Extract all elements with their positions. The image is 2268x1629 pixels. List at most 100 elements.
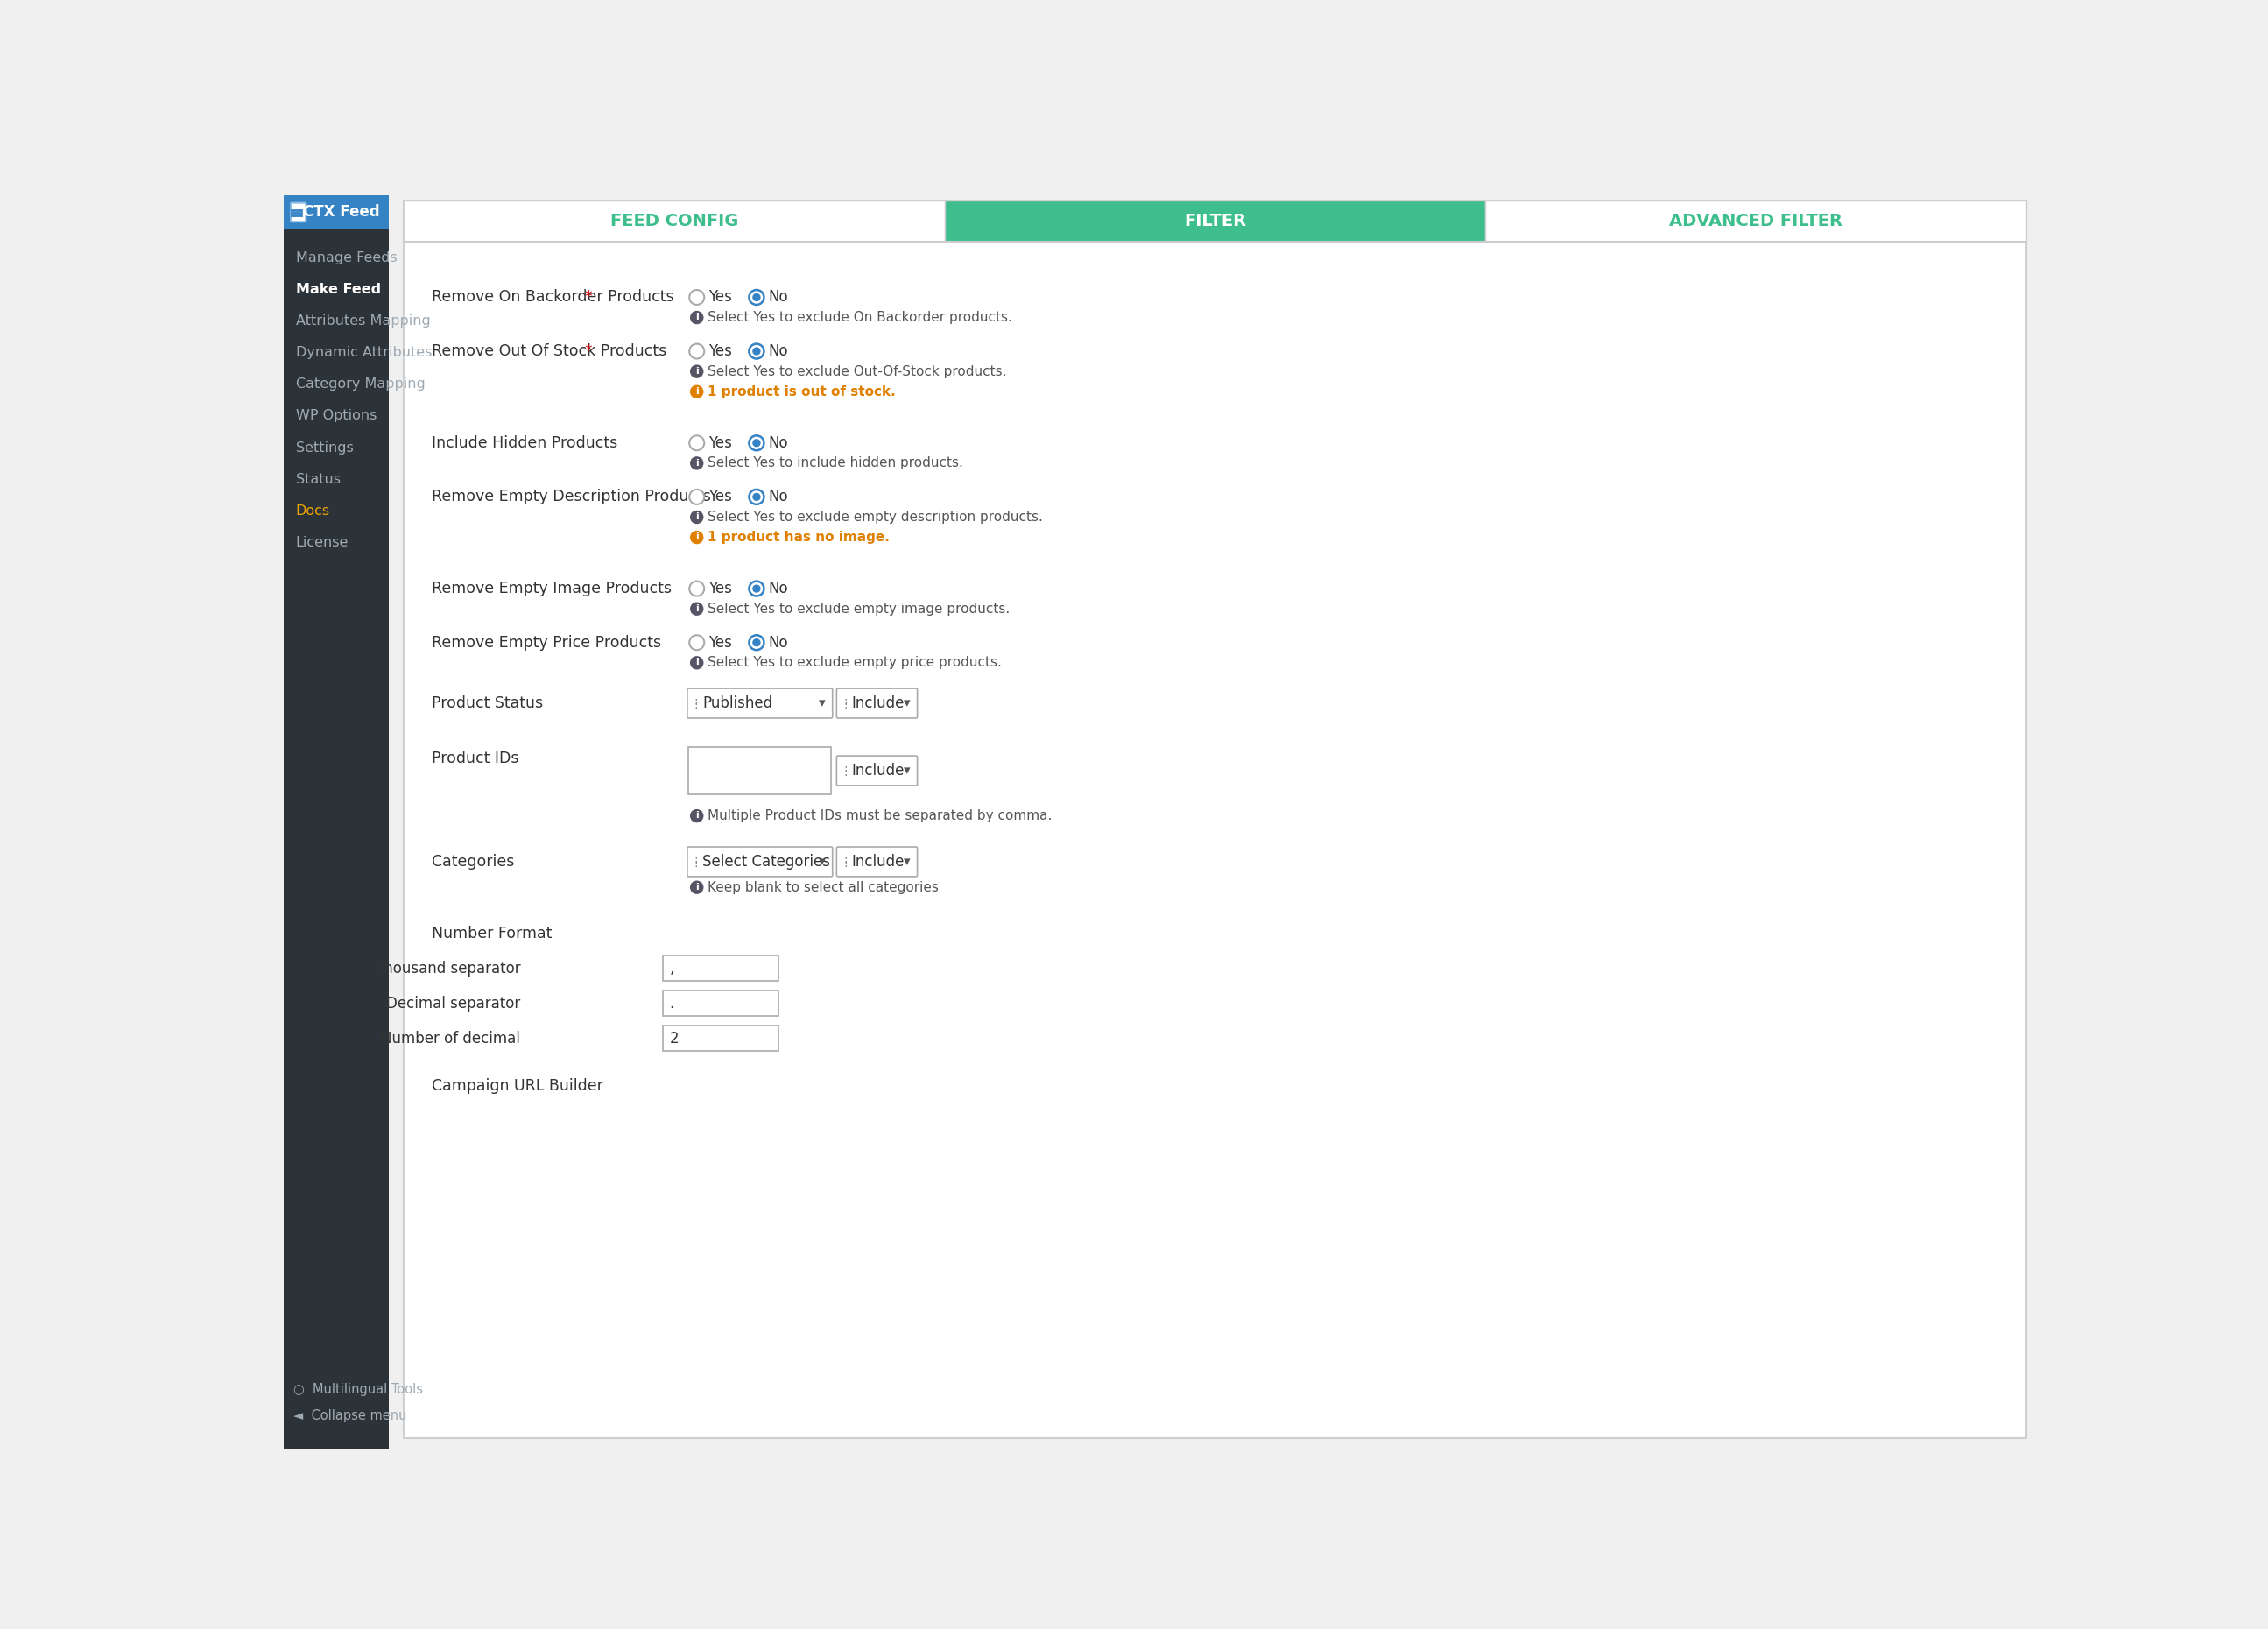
Text: ▾: ▾ [903, 855, 909, 868]
FancyBboxPatch shape [404, 200, 2025, 1438]
Text: Manage Feeds: Manage Feeds [295, 251, 397, 264]
Text: No: No [769, 344, 787, 358]
Text: i: i [696, 533, 699, 541]
Circle shape [689, 881, 703, 894]
Text: Product Status: Product Status [433, 696, 544, 712]
FancyBboxPatch shape [284, 195, 388, 230]
Text: :: : [844, 854, 848, 867]
Circle shape [689, 603, 703, 616]
Text: :: : [844, 696, 848, 707]
Text: Decimal separator: Decimal separator [386, 995, 519, 1012]
Text: No: No [769, 290, 787, 305]
FancyBboxPatch shape [687, 847, 832, 876]
Circle shape [753, 494, 760, 502]
Text: Number Format: Number Format [433, 925, 553, 942]
Text: Attributes Mapping: Attributes Mapping [295, 314, 431, 327]
Text: i: i [696, 313, 699, 321]
Text: Product IDs: Product IDs [433, 751, 519, 767]
FancyBboxPatch shape [689, 748, 830, 795]
Circle shape [748, 344, 764, 358]
Text: :: : [844, 767, 848, 779]
Text: Include: Include [850, 762, 905, 779]
FancyBboxPatch shape [662, 1026, 778, 1051]
Circle shape [748, 635, 764, 650]
Text: Select Categories: Select Categories [703, 854, 830, 870]
Circle shape [748, 290, 764, 305]
Text: ADVANCED FILTER: ADVANCED FILTER [1669, 213, 1842, 230]
Circle shape [689, 635, 705, 650]
Text: ◄  Collapse menu: ◄ Collapse menu [293, 1409, 406, 1422]
FancyBboxPatch shape [290, 204, 306, 222]
Text: FEED CONFIG: FEED CONFIG [610, 213, 737, 230]
Text: Dynamic Attributes: Dynamic Attributes [295, 345, 431, 358]
Circle shape [689, 510, 703, 525]
Text: ○  Multilingual Tools: ○ Multilingual Tools [293, 1383, 422, 1396]
Circle shape [753, 639, 760, 647]
Text: License: License [295, 536, 349, 549]
Text: CTX Feed: CTX Feed [304, 205, 379, 220]
Text: Select Yes to include hidden products.: Select Yes to include hidden products. [708, 456, 964, 469]
Text: i: i [696, 513, 699, 521]
Circle shape [689, 656, 703, 670]
Text: i: i [696, 367, 699, 376]
FancyBboxPatch shape [837, 689, 916, 718]
Text: Remove Out Of Stock Products: Remove Out Of Stock Products [433, 344, 667, 358]
Text: Select Yes to exclude empty price products.: Select Yes to exclude empty price produc… [708, 656, 1002, 670]
Circle shape [689, 489, 705, 505]
Text: i: i [696, 604, 699, 613]
Text: Yes: Yes [708, 582, 733, 596]
Text: ▾: ▾ [819, 697, 826, 710]
Text: Remove On Backorder Products: Remove On Backorder Products [433, 290, 674, 305]
FancyBboxPatch shape [687, 689, 832, 718]
Text: Make Feed: Make Feed [295, 283, 381, 296]
Text: Settings: Settings [295, 441, 354, 454]
Text: Include: Include [850, 854, 905, 870]
Text: Published: Published [703, 696, 773, 712]
Circle shape [689, 810, 703, 823]
Text: FILTER: FILTER [1184, 213, 1245, 230]
Text: Thousand separator: Thousand separator [374, 961, 519, 976]
Text: Category Mapping: Category Mapping [295, 378, 424, 391]
Text: :: : [694, 857, 699, 870]
Circle shape [748, 582, 764, 596]
Text: ,: , [669, 961, 674, 976]
Text: .: . [669, 995, 674, 1012]
Text: :: : [844, 762, 848, 775]
Text: Select Yes to exclude empty description products.: Select Yes to exclude empty description … [708, 510, 1043, 525]
Circle shape [689, 311, 703, 324]
Text: :: : [844, 857, 848, 870]
Circle shape [689, 582, 705, 596]
Circle shape [689, 435, 705, 450]
FancyBboxPatch shape [1486, 200, 2025, 243]
Text: Keep blank to select all categories: Keep blank to select all categories [708, 881, 939, 894]
Circle shape [689, 344, 705, 358]
FancyBboxPatch shape [837, 847, 916, 876]
Text: WP Options: WP Options [295, 409, 376, 422]
FancyBboxPatch shape [284, 230, 388, 1450]
Text: Yes: Yes [708, 344, 733, 358]
Text: Remove Empty Description Products: Remove Empty Description Products [433, 489, 712, 505]
Text: Select Yes to exclude Out-Of-Stock products.: Select Yes to exclude Out-Of-Stock produ… [708, 365, 1007, 378]
Text: Categories: Categories [433, 854, 515, 870]
Text: *: * [581, 290, 592, 305]
Text: Remove Empty Image Products: Remove Empty Image Products [433, 582, 671, 596]
Text: Docs: Docs [295, 505, 329, 518]
Text: Multiple Product IDs must be separated by comma.: Multiple Product IDs must be separated b… [708, 810, 1052, 823]
Text: Remove Empty Price Products: Remove Empty Price Products [433, 635, 662, 650]
Text: Select Yes to exclude On Backorder products.: Select Yes to exclude On Backorder produ… [708, 311, 1012, 324]
Text: :: : [844, 699, 848, 712]
Text: :: : [694, 854, 699, 867]
Circle shape [748, 435, 764, 450]
FancyBboxPatch shape [388, 195, 2041, 1450]
Text: No: No [769, 635, 787, 650]
Circle shape [689, 384, 703, 399]
Text: 2: 2 [669, 1031, 678, 1046]
FancyBboxPatch shape [662, 956, 778, 981]
FancyBboxPatch shape [404, 200, 943, 243]
Text: ▾: ▾ [903, 697, 909, 710]
Text: Include: Include [850, 696, 905, 712]
FancyBboxPatch shape [943, 200, 1486, 243]
Text: :: : [694, 696, 699, 707]
Text: No: No [769, 582, 787, 596]
Circle shape [753, 347, 760, 355]
